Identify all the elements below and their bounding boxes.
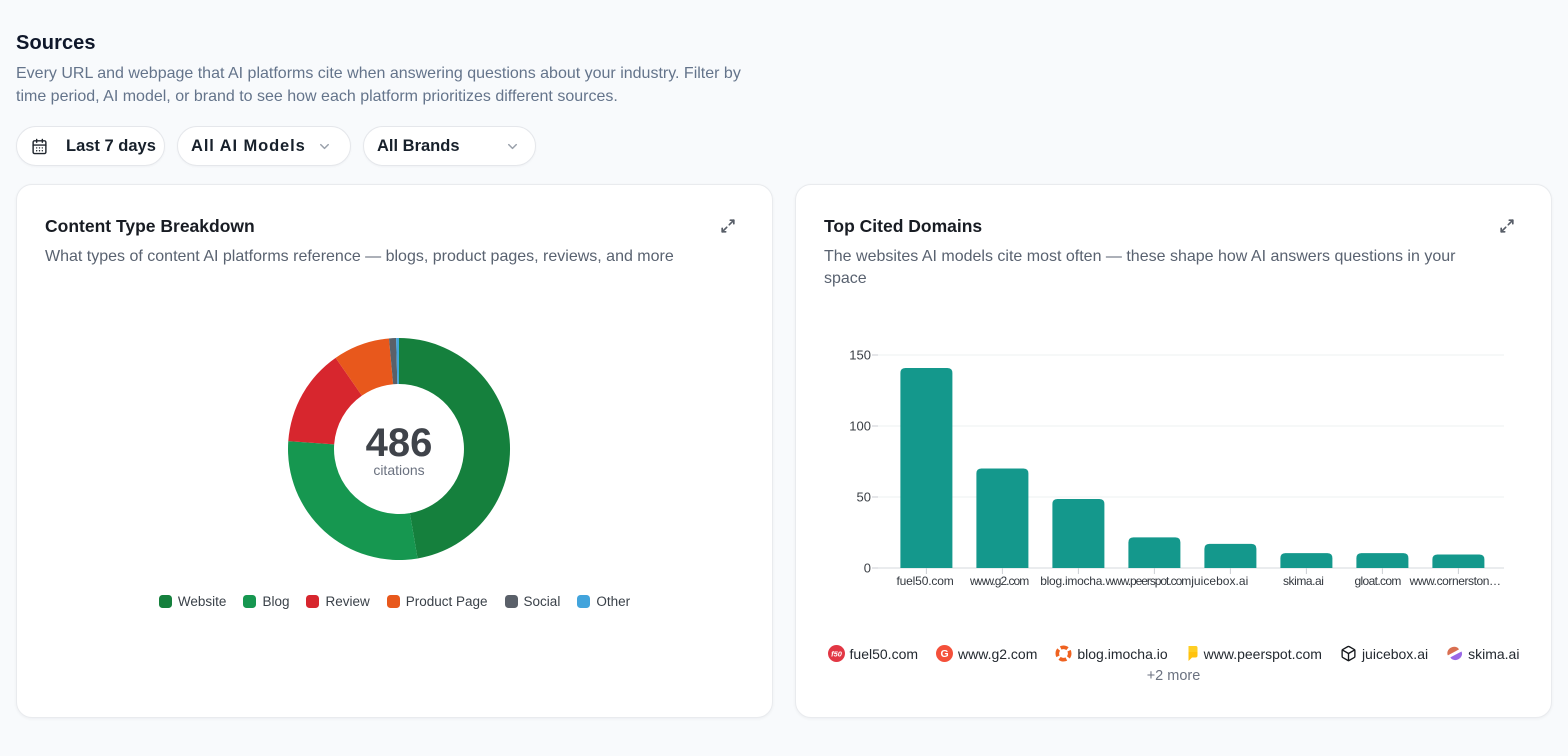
svg-text:150: 150 [849, 348, 871, 363]
svg-text:100: 100 [849, 419, 871, 434]
svg-text:skima.ai: skima.ai [1283, 574, 1324, 588]
svg-text:0: 0 [864, 561, 871, 576]
svg-text:fuel50.com: fuel50.com [897, 574, 954, 588]
svg-text:www.peerspot.com: www.peerspot.com [1105, 574, 1192, 588]
svg-text:juicebox.ai: juicebox.ai [1190, 574, 1248, 588]
svg-text:citations: citations [373, 462, 424, 478]
svg-text:G: G [941, 648, 949, 660]
svg-text:blog.imocha.: blog.imocha. [1040, 574, 1105, 588]
svg-text:486: 486 [366, 421, 433, 465]
svg-text:50: 50 [857, 490, 871, 505]
svg-text:www.cornerston…: www.cornerston… [1409, 574, 1501, 588]
svg-text:gloat.com: gloat.com [1355, 574, 1402, 588]
svg-text:www.g2.com: www.g2.com [969, 574, 1029, 588]
svg-text:f50: f50 [831, 649, 843, 658]
